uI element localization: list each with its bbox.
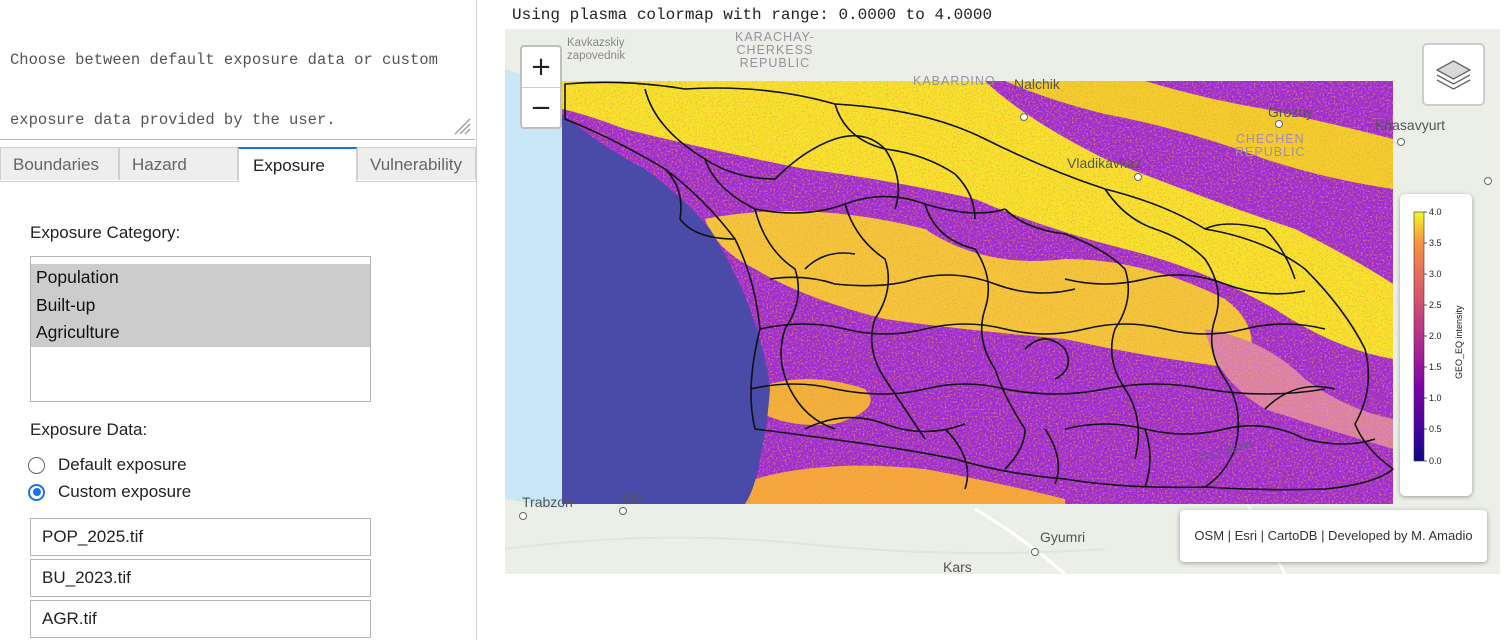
tab-vulnerability[interactable]: Vulnerability (357, 147, 476, 180)
map-canvas[interactable] (505, 29, 1500, 574)
region-line: KARACHAY- (735, 30, 815, 44)
colorbar-tick-label: 3.5 (1429, 238, 1442, 248)
exposure-category-label: Exposure Category: (30, 223, 181, 242)
tab-bar: Boundaries Hazard Exposure Vulnerability (0, 147, 476, 182)
city-marker (1484, 177, 1492, 185)
admin-boundaries (564, 81, 1394, 491)
place-khasavyurt: Khasavyurt (1375, 117, 1446, 133)
colorbar-tick-label: 0.0 (1429, 456, 1442, 466)
city-marker (1134, 173, 1142, 181)
agriculture-file-input[interactable]: AGR.tif (30, 600, 371, 638)
radio-label: Custom exposure (58, 482, 192, 501)
description-line: Choose between default exposure data or … (10, 51, 438, 69)
basemap-river (505, 536, 1106, 554)
radio-label: Default exposure (58, 455, 187, 474)
layers-control-button[interactable] (1422, 43, 1485, 106)
layers-icon (1435, 60, 1472, 90)
description-line: exposure data provided by the user. (10, 111, 336, 129)
left-panel: Choose between default exposure data or … (0, 0, 477, 640)
map-attribution[interactable]: OSM | Esri | CartoDB | Developed by M. A… (1180, 510, 1487, 562)
colorbar-gradient (1413, 211, 1425, 462)
zoom-out-button[interactable]: − (530, 93, 552, 123)
place-gyumri: Gyumri (1040, 529, 1086, 545)
place-zapovednik: zapovednik (567, 50, 626, 62)
colorbar-tick-label: 2.5 (1429, 300, 1442, 310)
place-kavkazskiy: Kavkazskiy (567, 37, 625, 49)
resize-grip-icon[interactable] (453, 117, 471, 135)
map-view[interactable]: Kavkazskiy zapovednik KARACHAY- CHERKESS… (505, 29, 1500, 574)
place-riz: Riz (623, 491, 644, 507)
region-line: REPUBLIC (739, 56, 811, 70)
region-karachay-cherkess: KARACHAY- CHERKESS REPUBLIC (735, 31, 815, 70)
city-marker (519, 512, 527, 520)
place-nalchik: Nalchik (1014, 76, 1060, 92)
colorbar-tick-label: 2.0 (1429, 331, 1442, 341)
region-line: REPUBLIC (1235, 145, 1306, 159)
tab-exposure[interactable]: Exposure (238, 147, 357, 182)
colorbar: 4.0 3.5 3.0 2.5 2.0 1.5 1.0 0.5 0.0 GEO_… (1413, 207, 1464, 466)
region-chechen: CHECHEN REPUBLIC (1235, 133, 1306, 159)
description-textarea[interactable]: Choose between default exposure data or … (0, 0, 475, 140)
radio-button[interactable] (28, 456, 45, 474)
listbox-option-population[interactable]: Population (31, 264, 370, 292)
colorbar-legend: 4.0 3.5 3.0 2.5 2.0 1.5 1.0 0.5 0.0 GEO_… (1400, 194, 1472, 496)
basemap-sea (505, 69, 565, 509)
region-label: Kavkazskiy zapovednik (567, 37, 625, 63)
colorbar-tick-label: 1.5 (1429, 362, 1442, 372)
city-marker (619, 507, 627, 515)
tab-boundaries[interactable]: Boundaries (0, 147, 119, 180)
place-vladikavkaz: Vladikavkaz (1067, 155, 1142, 171)
listbox-option-agriculture[interactable]: Agriculture (31, 319, 370, 347)
region-kabardino: KABARDINO (913, 74, 996, 88)
tab-hazard[interactable]: Hazard (119, 147, 238, 180)
listbox-option-built-up[interactable]: Built-up (31, 291, 370, 319)
colorbar-tick-label: 4.0 (1429, 207, 1442, 217)
exposure-category-listbox[interactable]: Population Built-up Agriculture (30, 256, 371, 402)
exposure-data-label: Exposure Data: (30, 420, 148, 439)
colorbar-tick-label: 1.0 (1429, 393, 1442, 403)
population-file-input[interactable]: POP_2025.tif (30, 518, 371, 556)
radio-default-exposure[interactable]: Default exposure (28, 455, 187, 475)
place-trabzon: Trabzon (522, 494, 573, 510)
radio-custom-exposure[interactable]: Custom exposure (28, 482, 191, 502)
colorbar-tick-label: 3.0 (1429, 269, 1442, 279)
built-up-file-input[interactable]: BU_2023.tif (30, 559, 371, 597)
zoom-control: + − (520, 45, 562, 129)
city-marker (1020, 113, 1028, 121)
place-grozny: Grozny (1268, 104, 1314, 120)
colorbar-title: GEO_EQ intensity (1454, 305, 1464, 379)
basemap-road (974, 507, 1066, 574)
place-kars: Kars (943, 559, 972, 574)
city-marker (1397, 138, 1405, 146)
zoom-in-button[interactable]: + (522, 47, 560, 88)
colorbar-tick-marks (1424, 211, 1427, 462)
raster-sea (562, 114, 770, 504)
region-line: CHERKESS (736, 43, 814, 57)
radio-button-selected[interactable] (28, 483, 45, 501)
city-marker (1275, 120, 1283, 128)
region-line: CHECHEN (1235, 132, 1305, 146)
city-marker (1031, 548, 1039, 556)
colormap-status-text: Using plasma colormap with range: 0.0000… (512, 6, 993, 24)
colorbar-tick-label: 0.5 (1429, 424, 1442, 434)
